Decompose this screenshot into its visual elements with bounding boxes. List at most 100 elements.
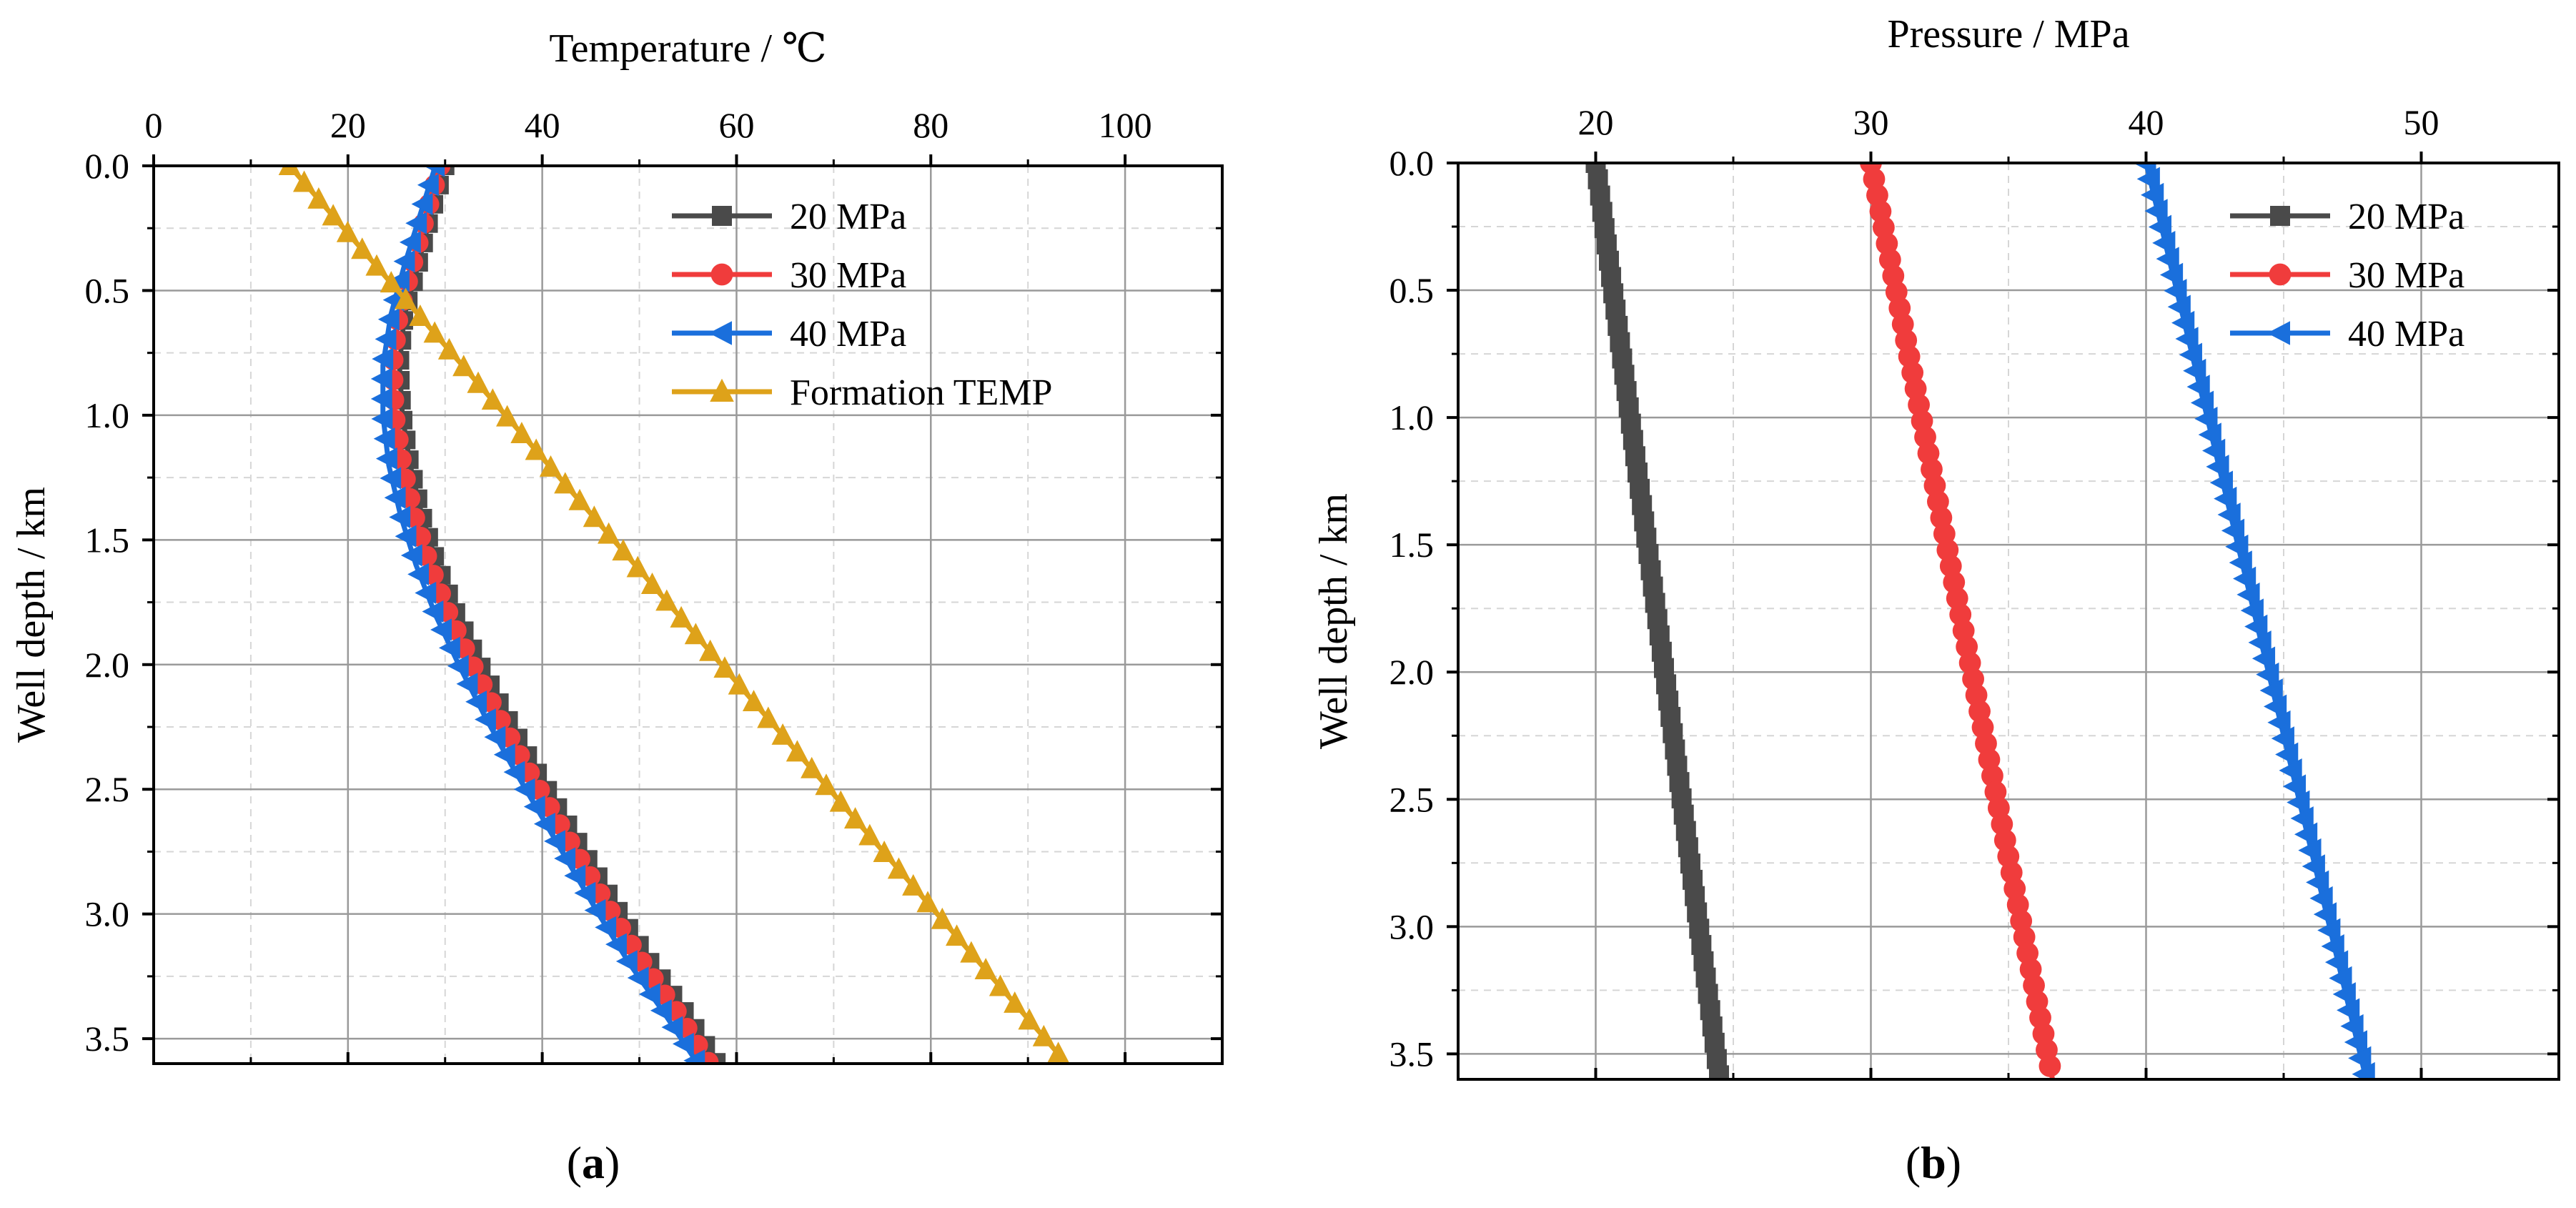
series-marker (2263, 694, 2287, 719)
x-tick-label: 20 (1578, 102, 1614, 142)
legend-label: 20 MPa (2348, 197, 2464, 237)
series-marker (626, 555, 649, 578)
series-marker (757, 706, 780, 728)
series-marker (399, 231, 421, 254)
legend-item: 30 MPa (2230, 255, 2464, 296)
series-marker (742, 690, 766, 712)
series-marker (365, 254, 388, 276)
series-marker (945, 924, 969, 946)
series-marker (467, 371, 490, 393)
series-marker (544, 830, 565, 853)
series-marker (375, 327, 397, 351)
y-tick-label: 3.5 (1389, 1034, 1435, 1074)
series-20-mpa (1585, 163, 1729, 1079)
series-marker (2156, 247, 2179, 271)
y-tick-label: 0.5 (85, 270, 130, 310)
series-marker (713, 656, 736, 678)
series-marker (307, 187, 330, 209)
series-marker (2329, 966, 2352, 991)
series-marker (2164, 279, 2187, 303)
legend-item: 30 MPa (672, 255, 906, 296)
series-marker (394, 287, 417, 310)
y-axis-title: Well depth / km (9, 487, 54, 743)
legend-marker (712, 206, 732, 226)
series-marker (786, 740, 809, 762)
series-marker (858, 823, 881, 846)
series-marker (539, 455, 563, 477)
series-marker (974, 958, 997, 980)
y-tick-label: 3.0 (85, 894, 130, 934)
y-tick-label: 1.5 (1389, 525, 1435, 565)
panel-caption: (a) (567, 1137, 620, 1188)
caption-paren-open: ( (1906, 1137, 1921, 1188)
caption-paren-close: ) (1946, 1137, 1961, 1188)
series-marker (2236, 583, 2260, 607)
series-marker (373, 427, 395, 450)
series-marker (605, 933, 627, 956)
series-marker (2344, 1030, 2368, 1054)
series-marker (684, 623, 707, 645)
y-tick-label: 1.0 (1389, 397, 1435, 437)
legend-item: 40 MPa (2230, 314, 2464, 355)
series-marker (2340, 1014, 2364, 1039)
series-marker (2352, 1061, 2375, 1079)
series-marker (1032, 1024, 1055, 1046)
legend-marker (710, 378, 734, 402)
series-marker (336, 220, 360, 242)
series-marker (438, 636, 460, 659)
series-marker (640, 573, 664, 594)
series-40-mpa (370, 166, 705, 1064)
series-marker (452, 355, 475, 377)
series-marker (843, 807, 867, 829)
x-axis-title: Temperature / ℃ (549, 26, 826, 71)
y-tick-label: 2.0 (85, 645, 130, 685)
series-marker (2232, 566, 2257, 591)
series-marker (989, 974, 1012, 996)
series-marker (564, 864, 586, 887)
series-marker (380, 271, 402, 293)
y-axis-title: Well depth / km (1312, 493, 1356, 749)
series-marker (2175, 327, 2199, 351)
series-marker (388, 269, 410, 292)
series-marker (484, 726, 506, 748)
x-tick-label: 80 (913, 105, 948, 145)
x-tick-label: 40 (2129, 102, 2164, 142)
series-marker (370, 387, 392, 410)
y-tick-label: 2.0 (1389, 652, 1435, 692)
series-marker (456, 673, 478, 695)
series-marker (1004, 991, 1026, 1013)
series-marker (2248, 630, 2272, 655)
series-formation-temp (278, 166, 1070, 1064)
series-marker (699, 639, 722, 661)
caption-paren-close: ) (605, 1137, 620, 1188)
y-tick-label: 1.0 (85, 395, 130, 435)
series-30-mpa (1860, 163, 2061, 1079)
series-marker (2141, 182, 2164, 207)
y-tick-label: 2.5 (1389, 779, 1435, 819)
series-marker (655, 589, 678, 611)
series-marker (2148, 214, 2171, 239)
series-marker (278, 166, 301, 175)
series-marker (554, 472, 577, 494)
series-marker (612, 539, 635, 561)
series-marker (672, 1032, 694, 1056)
plot-area (278, 166, 1070, 1064)
series-marker (2229, 550, 2252, 575)
series-marker (422, 600, 444, 623)
series-marker (523, 795, 545, 818)
series-marker (370, 367, 392, 390)
series-marker (960, 941, 983, 963)
series-marker (2198, 422, 2221, 447)
series-40-mpa (2133, 163, 2375, 1079)
series-marker (2186, 375, 2210, 399)
series-marker (351, 237, 374, 259)
x-tick-label: 30 (1853, 102, 1889, 142)
series-marker (2194, 407, 2218, 431)
series-marker (2290, 806, 2314, 831)
series-marker (2225, 534, 2249, 559)
series-marker (2133, 163, 2156, 175)
series-marker (2259, 678, 2283, 703)
panel-caption: (b) (1906, 1137, 1961, 1188)
series-marker (615, 950, 638, 973)
